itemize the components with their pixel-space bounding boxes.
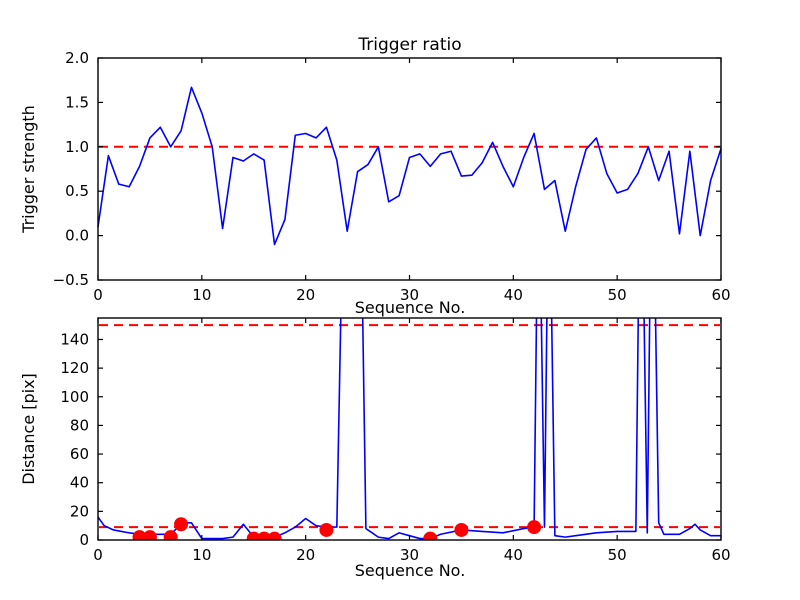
x-tick-label: 60 — [711, 286, 730, 304]
top-x-axis-label: Sequence No. — [355, 298, 466, 317]
y-tick-label: 2.0 — [65, 49, 89, 67]
x-tick-label: 60 — [711, 546, 730, 564]
y-tick-label: 0.0 — [65, 227, 89, 245]
x-tick-label: 30 — [400, 286, 419, 304]
y-tick-label: 40 — [70, 474, 89, 492]
data-series-line — [98, 318, 721, 540]
detection-marker-dot — [174, 517, 189, 532]
x-tick-label: 50 — [608, 546, 627, 564]
top-axes: Trigger ratio 0 10 20 30 40 50 60 −0.5 0.0 0.5 1.… — [19, 35, 731, 317]
y-tick-label: 60 — [70, 445, 89, 463]
bottom-y-axis-label: Distance [pix] — [19, 373, 38, 485]
y-tick-label: −0.5 — [53, 271, 89, 289]
top-y-axis-label: Trigger strength — [19, 105, 38, 234]
top-y-ticks: −0.5 0.0 0.5 1.0 1.5 2.0 — [53, 49, 721, 289]
top-x-ticks: 0 10 20 30 40 50 60 — [93, 58, 731, 304]
y-tick-label: 80 — [70, 416, 89, 434]
bottom-y-ticks: 0 20 40 60 80 100 120 140 — [60, 330, 721, 549]
x-tick-label: 20 — [296, 286, 315, 304]
bottom-x-axis-label: Sequence No. — [355, 561, 466, 580]
y-tick-label: 1.0 — [65, 138, 89, 156]
x-tick-label: 0 — [93, 286, 103, 304]
detection-marker-dot — [319, 522, 334, 537]
detection-marker-dot — [163, 530, 178, 540]
x-tick-label: 0 — [93, 546, 103, 564]
top-plot-area — [97, 86, 722, 246]
top-plot-title: Trigger ratio — [357, 35, 461, 55]
detection-marker-dot — [527, 520, 542, 535]
y-tick-label: 140 — [60, 330, 89, 348]
x-tick-label: 30 — [400, 546, 419, 564]
detection-marker-dot — [423, 531, 438, 540]
data-series-line — [97, 86, 722, 246]
bottom-plot-area — [98, 318, 721, 540]
x-tick-label: 10 — [192, 546, 211, 564]
y-tick-label: 120 — [60, 359, 89, 377]
x-tick-label: 20 — [296, 546, 315, 564]
detection-marker-dot — [267, 531, 282, 540]
y-tick-label: 1.5 — [65, 93, 89, 111]
x-tick-label: 10 — [192, 286, 211, 304]
bottom-axes: 0 10 20 30 40 50 60 0 20 40 60 80 100 120 140 Sequenc… — [19, 317, 731, 580]
x-tick-label: 50 — [608, 286, 627, 304]
detection-marker-dot — [142, 530, 157, 540]
y-tick-label: 0.5 — [65, 182, 89, 200]
y-tick-label: 20 — [70, 502, 89, 520]
detection-marker-dot — [454, 522, 469, 537]
bottom-x-ticks: 0 10 20 30 40 50 60 — [93, 318, 731, 564]
x-tick-label: 40 — [504, 286, 523, 304]
x-tick-label: 40 — [504, 546, 523, 564]
y-tick-label: 0 — [79, 531, 89, 549]
y-tick-label: 100 — [60, 388, 89, 406]
